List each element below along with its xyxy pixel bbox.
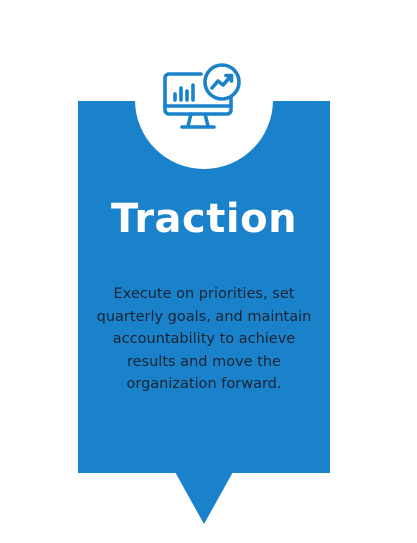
- card-description: Execute on priorities, set quarterly goa…: [96, 286, 312, 392]
- monitor-analytics-icon: [163, 63, 241, 129]
- card-pointer: [175, 472, 233, 524]
- icon-badge: [135, 31, 273, 169]
- card-title: Traction: [110, 196, 298, 242]
